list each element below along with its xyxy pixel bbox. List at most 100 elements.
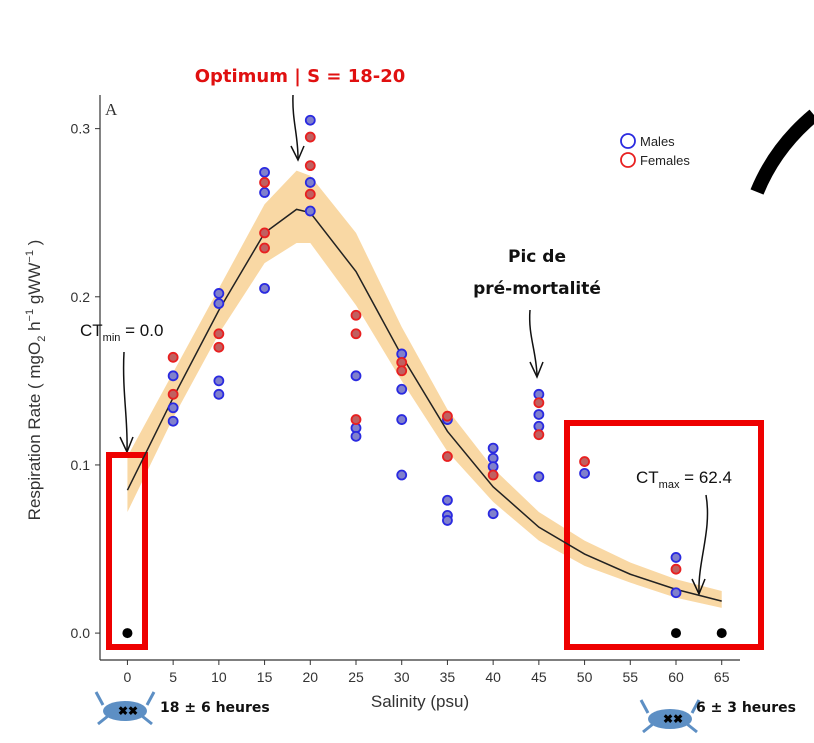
data-point xyxy=(579,456,590,467)
data-point xyxy=(304,205,316,217)
data-point xyxy=(670,552,682,563)
svg-text:✖✖: ✖✖ xyxy=(118,704,138,718)
y-axis-title: Respiration Rate ( mgO2 h−1 gWW−1 ) xyxy=(24,240,48,521)
annotation: Pic de xyxy=(508,247,566,267)
data-point xyxy=(442,451,453,462)
chart-title: Optimum | S = 18-20 xyxy=(195,66,406,87)
data-point xyxy=(167,402,179,414)
y-title-part: −1 xyxy=(24,250,36,263)
arrow xyxy=(528,309,538,376)
data-point xyxy=(304,160,316,172)
annotation-part: = 0.0 xyxy=(120,321,163,340)
data-point xyxy=(213,341,225,353)
x-tick-label: 35 xyxy=(440,669,456,685)
data-point xyxy=(670,587,682,599)
data-point xyxy=(579,467,590,479)
data-point xyxy=(213,328,225,340)
data-point xyxy=(396,365,408,377)
data-point xyxy=(396,414,408,425)
confidence-band xyxy=(127,170,722,608)
data-point xyxy=(396,469,408,481)
arrow xyxy=(698,494,709,593)
data-point xyxy=(304,188,316,200)
legend-label: Males xyxy=(640,134,675,149)
data-point xyxy=(213,375,225,387)
data-point xyxy=(259,282,270,294)
x-tick-label: 15 xyxy=(257,669,273,685)
data-point xyxy=(259,187,270,198)
x-tick-label: 5 xyxy=(169,669,177,685)
x-tick-label: 65 xyxy=(714,669,730,685)
x-tick-label: 0 xyxy=(124,669,132,685)
x-tick-label: 45 xyxy=(531,669,547,685)
data-point xyxy=(259,177,270,188)
arrow xyxy=(122,351,128,451)
highlight-box xyxy=(106,452,148,650)
legend-label: Females xyxy=(640,153,690,168)
data-point xyxy=(259,242,270,254)
data-point xyxy=(259,166,270,178)
data-point xyxy=(350,414,362,425)
data-point xyxy=(213,288,225,299)
annotation-part: max xyxy=(659,479,680,491)
svg-text:✖✖: ✖✖ xyxy=(663,712,683,726)
data-point xyxy=(487,508,499,520)
data-point xyxy=(350,370,362,382)
x-tick-label: 55 xyxy=(622,669,638,685)
crab-icon: ✖✖ xyxy=(639,699,701,734)
annotation-part: min xyxy=(103,332,121,344)
data-point xyxy=(213,298,225,309)
data-point xyxy=(213,388,225,400)
x-tick-label: 60 xyxy=(668,669,684,685)
y-tick-label: 0.3 xyxy=(71,121,91,137)
y-tick-label: 0.1 xyxy=(71,457,91,473)
annotation-part: CT xyxy=(636,468,659,487)
x-tick-label: 25 xyxy=(348,669,364,685)
annotation: CTmin = 0.0 xyxy=(80,321,163,344)
data-point xyxy=(533,471,545,483)
data-point xyxy=(167,351,179,363)
panel-label: A xyxy=(105,100,118,119)
decorative-arc xyxy=(750,109,814,195)
annotation: 18 ± 6 heures xyxy=(160,700,270,716)
axes-layer xyxy=(95,95,740,665)
data-point xyxy=(259,227,270,239)
data-point xyxy=(442,515,453,526)
arrow-head xyxy=(529,361,544,379)
data-point xyxy=(487,469,499,481)
y-title-part: −1 xyxy=(24,309,36,322)
data-point xyxy=(396,383,408,395)
data-point xyxy=(350,309,362,321)
highlight-box xyxy=(564,420,764,650)
y-title-part: Respiration Rate ( mgO xyxy=(25,342,44,521)
annotation: CTmax = 62.4 xyxy=(636,468,732,491)
x-tick-label: 50 xyxy=(577,669,593,685)
arrow-head xyxy=(290,145,305,162)
annotation: pré-mortalité xyxy=(473,279,601,299)
data-point xyxy=(350,328,362,340)
crab-icon: ✖✖ xyxy=(94,691,156,726)
y-title-part: ) xyxy=(25,240,44,250)
data-point xyxy=(533,397,545,409)
x-tick-label: 30 xyxy=(394,669,410,685)
data-point xyxy=(442,494,453,506)
data-point xyxy=(350,430,362,442)
arrow-head xyxy=(691,578,706,596)
data-point xyxy=(304,114,316,126)
y-title-part: h xyxy=(25,321,44,335)
data-point xyxy=(487,442,499,454)
data-point xyxy=(304,131,316,143)
legend-marker xyxy=(620,152,636,168)
band-layer xyxy=(127,170,722,608)
x-tick-label: 10 xyxy=(211,669,227,685)
data-point xyxy=(442,410,453,422)
data-point xyxy=(671,628,681,639)
y-title-part: 2 xyxy=(36,336,48,342)
y-tick-label: 0.0 xyxy=(71,625,91,641)
data-point xyxy=(304,177,316,188)
data-point xyxy=(533,429,545,441)
data-point xyxy=(167,370,179,382)
x-tick-label: 40 xyxy=(485,669,501,685)
annotation-part: = 62.4 xyxy=(679,468,731,487)
